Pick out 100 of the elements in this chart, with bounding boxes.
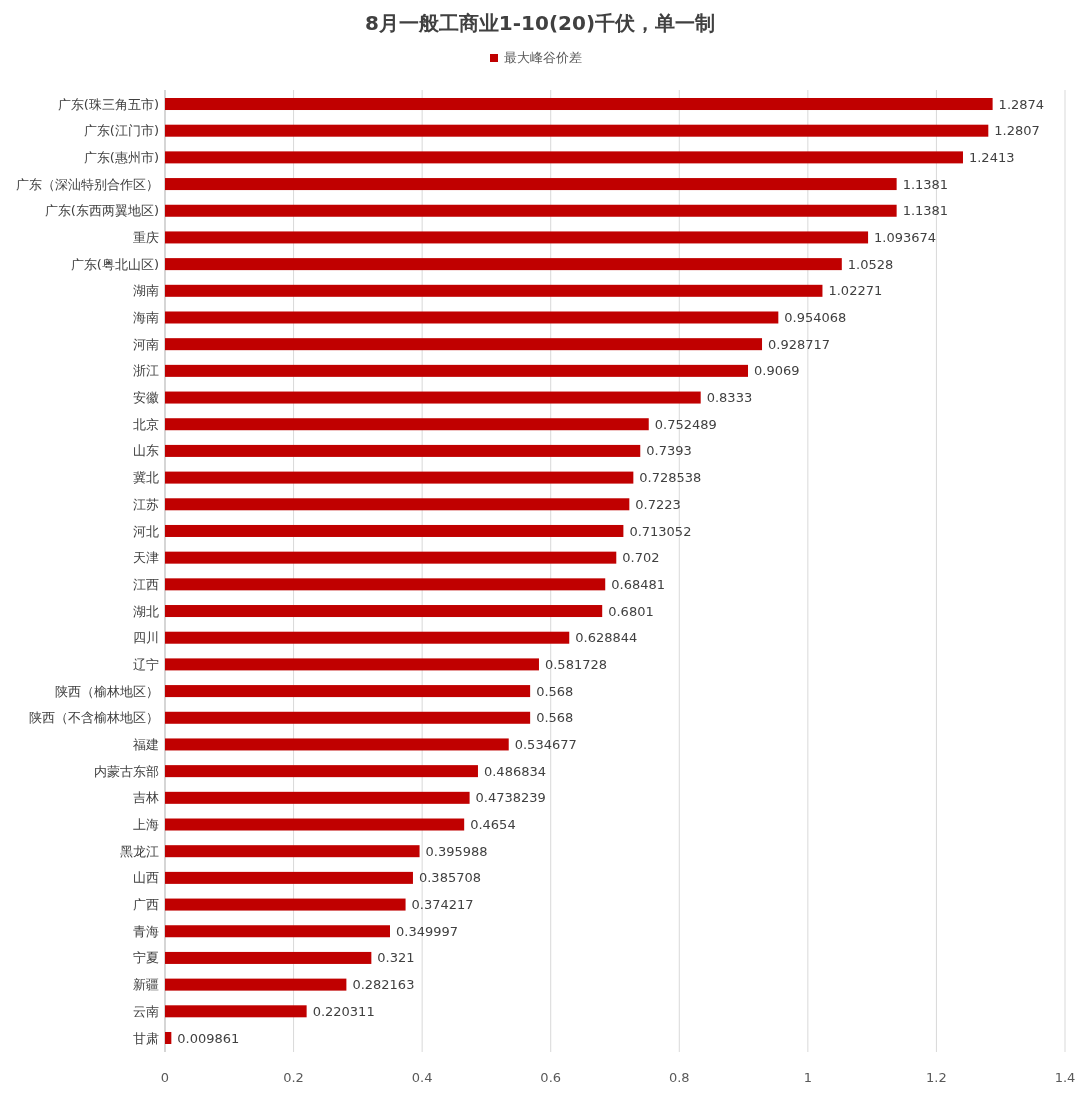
x-tick-label: 0.2 (283, 1070, 304, 1085)
y-tick-label: 黑龙江 (120, 843, 159, 859)
y-tick-label: 冀北 (133, 470, 159, 486)
bar (165, 765, 478, 778)
bar (165, 631, 570, 644)
y-tick-label: 湖北 (133, 603, 159, 619)
bar (165, 204, 897, 217)
data-label: 0.7393 (646, 443, 692, 459)
bar (165, 551, 617, 564)
x-tick-label: 1.4 (1054, 1070, 1076, 1085)
bar (165, 658, 539, 671)
data-label: 0.534677 (514, 737, 577, 752)
x-tick-label: 0.6 (540, 1070, 562, 1085)
bar (165, 124, 989, 137)
y-tick-label: 江西 (133, 576, 159, 592)
bar (165, 898, 406, 911)
y-tick-label: 天津 (133, 550, 159, 566)
bar (165, 685, 531, 698)
bar (165, 418, 649, 431)
bar (165, 391, 701, 404)
bar (165, 818, 465, 831)
bar (165, 258, 842, 271)
data-label: 0.4738239 (475, 790, 546, 806)
data-label: 0.220311 (312, 1003, 375, 1019)
data-label: 0.702 (622, 550, 660, 566)
bar (165, 925, 390, 938)
y-tick-label: 安徽 (133, 390, 159, 406)
y-tick-label: 广东(粤北山区) (70, 256, 159, 272)
bar (165, 578, 606, 591)
data-label: 0.8333 (706, 390, 753, 406)
y-tick-label: 内蒙古东部 (94, 763, 159, 779)
data-label: 0.728538 (639, 470, 702, 486)
data-label: 0.486834 (483, 763, 546, 779)
bar (165, 338, 763, 351)
bar (165, 444, 641, 457)
y-tick-label: 江苏 (133, 496, 159, 512)
y-tick-label: 四川 (133, 630, 159, 646)
data-label: 0.628844 (575, 630, 638, 646)
data-label: 1.093674 (874, 229, 937, 245)
bar (165, 231, 869, 244)
data-label: 0.395988 (425, 843, 488, 859)
x-tick-label: 1 (803, 1070, 812, 1085)
bar (165, 845, 420, 858)
data-label: 0.568 (536, 683, 574, 699)
data-label: 0.581728 (544, 656, 607, 672)
y-tick-label: 新疆 (133, 977, 159, 993)
y-tick-label: 宁夏 (133, 950, 159, 966)
y-tick-label: 浙江 (133, 363, 159, 379)
bar (165, 524, 624, 537)
x-tick-label: 0 (160, 1070, 170, 1085)
data-label: 0.713052 (629, 523, 692, 539)
legend-label: 最大峰谷价差 (504, 50, 582, 65)
y-tick-label: 重庆 (133, 229, 159, 245)
x-tick-label: 1.2 (926, 1070, 947, 1085)
data-label: 0.928717 (768, 336, 831, 352)
data-label: 0.349997 (396, 923, 459, 939)
bar (165, 498, 630, 511)
y-tick-label: 海南 (133, 310, 159, 326)
y-tick-label: 河北 (133, 523, 159, 539)
data-label: 1.2874 (998, 96, 1045, 112)
y-tick-label: 湖南 (133, 283, 159, 299)
data-label: 1.2807 (994, 123, 1040, 139)
bar (165, 364, 749, 377)
x-tick-label: 0.4 (411, 1070, 433, 1085)
data-label: 1.02271 (828, 283, 883, 299)
bar (165, 951, 372, 964)
bar (165, 738, 509, 751)
y-tick-label: 北京 (133, 416, 159, 432)
data-label: 0.954068 (784, 310, 847, 326)
bar (165, 471, 634, 484)
data-label: 1.1381 (902, 176, 949, 192)
data-label: 0.385708 (418, 870, 481, 886)
bar (165, 791, 470, 804)
y-tick-label: 云南 (133, 1003, 159, 1019)
data-label: 0.009861 (177, 1030, 240, 1046)
y-tick-label: 山西 (133, 870, 159, 886)
y-tick-label: 广东(东西两翼地区) (44, 203, 159, 219)
bar (165, 311, 779, 324)
data-label: 0.6801 (608, 603, 654, 619)
bar (165, 1005, 307, 1018)
bar (165, 711, 531, 724)
y-tick-label: 吉林 (133, 790, 159, 806)
data-label: 0.7223 (635, 496, 681, 512)
data-label: 1.1381 (902, 203, 949, 219)
data-label: 0.321 (377, 950, 415, 966)
data-label: 0.9069 (754, 363, 800, 379)
y-tick-label: 甘肃 (133, 1030, 159, 1046)
data-label: 1.0528 (847, 256, 894, 272)
y-tick-label: 广东(珠三角五市) (57, 96, 159, 112)
y-tick-label: 福建 (133, 737, 159, 752)
y-tick-label: 河南 (133, 336, 159, 352)
data-label: 0.4654 (470, 817, 516, 833)
bar (165, 178, 897, 191)
bar (165, 284, 823, 297)
bar (165, 98, 993, 111)
data-label: 0.568 (536, 710, 574, 726)
y-tick-label: 陕西（榆林地区） (55, 683, 159, 699)
chart-title: 8月一般工商业1-10(20)千伏，单一制 (364, 11, 716, 35)
y-tick-label: 广东(惠州市) (83, 149, 159, 165)
data-label: 0.374217 (411, 897, 474, 913)
